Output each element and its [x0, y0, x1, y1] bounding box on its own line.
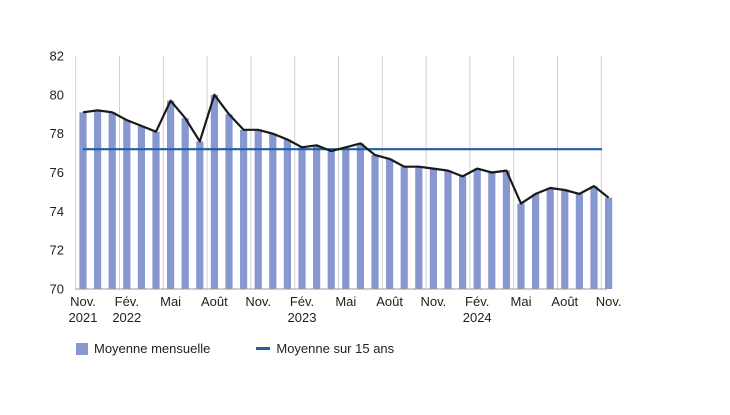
bar: [181, 118, 189, 289]
bar: [371, 155, 379, 289]
bar: [517, 203, 525, 289]
series-line-layer: [82, 93, 610, 205]
x-tick-label: Nov.: [596, 294, 622, 309]
x-tick-label: 2024: [463, 310, 492, 325]
bar: [575, 193, 583, 289]
bar: [327, 151, 335, 289]
bar: [196, 141, 204, 289]
bar: [254, 129, 262, 289]
x-tick-label: 2021: [69, 310, 98, 325]
bar: [415, 166, 423, 289]
bar: [342, 147, 350, 289]
bar-layer: [79, 94, 613, 290]
x-tick-label: Nov.: [70, 294, 96, 309]
x-tick-label: Août: [551, 294, 578, 309]
x-tick-label: Nov.: [245, 294, 271, 309]
legend: Moyenne mensuelle Moyenne sur 15 ans: [76, 341, 394, 356]
bar: [605, 197, 613, 289]
bar: [429, 168, 437, 289]
legend-swatch-line: [256, 347, 271, 350]
bar: [356, 143, 364, 289]
bar: [546, 188, 554, 289]
x-tick-label: Fév.: [290, 294, 314, 309]
legend-label-average: Moyenne sur 15 ans: [276, 341, 395, 356]
x-tick-label: Août: [376, 294, 403, 309]
x-tick-label: Fév.: [465, 294, 489, 309]
bar: [561, 189, 569, 289]
y-tick-label: 78: [50, 126, 64, 141]
x-tick-label: Mai: [160, 294, 181, 309]
bar: [94, 110, 102, 289]
legend-item-average: Moyenne sur 15 ans: [256, 341, 394, 356]
bar: [590, 186, 598, 289]
bar: [488, 172, 496, 289]
bar: [210, 94, 218, 289]
series-line: [82, 93, 610, 205]
bar: [167, 100, 175, 290]
y-tick-label: 74: [50, 204, 64, 219]
x-tick-label: Fév.: [115, 294, 139, 309]
x-tick-label: Nov.: [421, 294, 447, 309]
grid-layer: [75, 56, 602, 289]
bar: [444, 170, 452, 289]
legend-label-monthly: Moyenne mensuelle: [94, 341, 211, 356]
bar: [240, 129, 248, 289]
bar: [79, 112, 87, 289]
y-tick-label: 80: [50, 87, 64, 102]
bar: [386, 158, 394, 289]
bar: [152, 131, 160, 289]
bar: [473, 168, 481, 289]
x-tick-label: Mai: [511, 294, 532, 309]
y-tick-label: 82: [50, 49, 64, 64]
x-tick-label: 2023: [288, 310, 317, 325]
bar: [400, 166, 408, 289]
bar: [459, 176, 467, 289]
y-tick-label: 76: [50, 165, 64, 180]
bar: [283, 139, 291, 289]
bar: [108, 112, 116, 289]
x-tick-label: Mai: [335, 294, 356, 309]
bar: [502, 170, 510, 289]
bar: [313, 145, 321, 289]
x-tick-label: 2022: [112, 310, 141, 325]
x-tick-label: Août: [201, 294, 228, 309]
bar: [225, 114, 233, 289]
legend-item-monthly: Moyenne mensuelle: [76, 341, 210, 356]
bar: [123, 120, 131, 289]
bar: [137, 125, 145, 290]
bar: [298, 147, 306, 289]
legend-swatch-bar: [76, 342, 88, 355]
bar: [269, 133, 277, 289]
y-tick-label: 72: [50, 243, 64, 258]
y-tick-label: 70: [50, 282, 64, 297]
bar: [532, 193, 540, 289]
